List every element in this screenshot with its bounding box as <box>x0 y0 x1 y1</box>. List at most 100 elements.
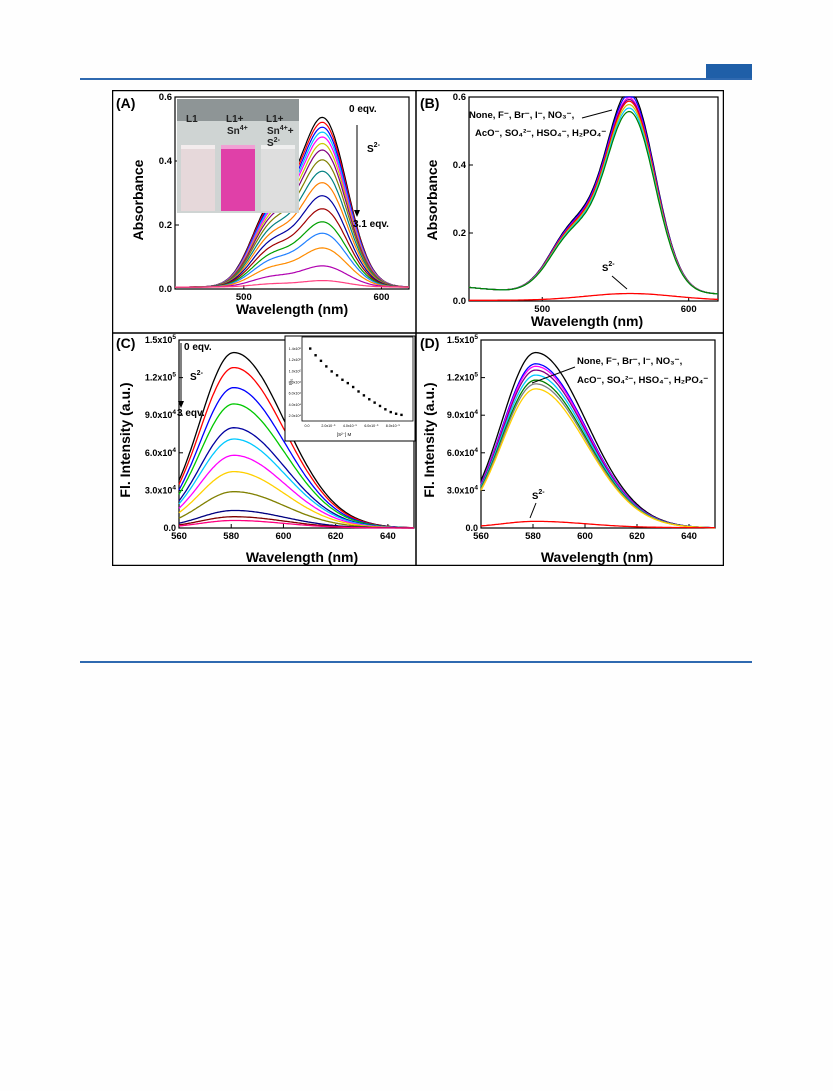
legend-line-1-d: None, F⁻, Br⁻, I⁻, NO₃⁻, <box>577 356 682 367</box>
inset-point <box>351 385 355 389</box>
pb-ytick-label: 0.0 <box>453 296 466 307</box>
xlabel-c: Wavelength (nm) <box>246 549 358 565</box>
legend-arrow-d <box>531 366 576 384</box>
inset-xtick-label: 8.0x10⁻⁵ <box>386 424 401 428</box>
pc-xtick-label: 620 <box>328 531 344 542</box>
pd-frame <box>480 339 716 529</box>
pd-ytick-label: 9.0x104 <box>447 409 479 420</box>
s2-label-d: S2- <box>532 489 545 502</box>
vial-1 <box>181 145 215 211</box>
vial-2 <box>221 145 255 211</box>
arrow-head-c <box>178 401 184 408</box>
pa-ytick-label: 0.4 <box>159 156 173 167</box>
pa-xtick-label: 500 <box>236 292 252 303</box>
inset-ylabel: I₅₈₁ <box>288 378 293 385</box>
pd-xtick-label: 640 <box>681 531 697 542</box>
inset-ytick-label: 1.4x10⁵ <box>289 347 302 351</box>
vial-meniscus <box>261 145 295 149</box>
pa-frame <box>174 96 410 290</box>
inset-point <box>373 401 376 404</box>
legend-arrow <box>581 109 613 119</box>
pc-ytick-label: 1.2x105 <box>145 372 177 383</box>
start-eqv-label: 0 eqv. <box>349 104 377 115</box>
legend-line-2-d: AcO⁻, SO₄²⁻, HSO₄⁻, H₂PO₄⁻ <box>577 375 708 386</box>
inset-point <box>319 359 323 363</box>
inset-ytick-label: 8.0x10⁴ <box>289 381 302 385</box>
photo-caps <box>177 99 299 121</box>
ylabel-c: Fl. Intensity (a.u.) <box>117 382 133 497</box>
pc-ytick-label: 9.0x104 <box>145 409 177 420</box>
vial-3 <box>261 145 295 211</box>
pa-series <box>175 280 409 288</box>
pb-xtick-label: 500 <box>534 304 550 315</box>
pd-s2-series <box>480 520 715 529</box>
inset-ytick-label: 2.0x10⁴ <box>289 414 302 418</box>
s2-arrow-b <box>611 275 628 290</box>
vial-label: L1+ <box>266 114 284 125</box>
ylabel-d: Fl. Intensity (a.u.) <box>421 382 437 497</box>
pb-xtick-label: 600 <box>681 304 697 315</box>
pc-xtick-label: 600 <box>276 531 292 542</box>
pc-ytick-label: 1.5x105 <box>145 334 177 345</box>
panel-a-label: (A) <box>116 95 135 111</box>
header-tab <box>706 64 752 78</box>
xlabel-b: Wavelength (nm) <box>531 313 643 329</box>
end-eqv-label: 3.1 eqv. <box>353 219 389 230</box>
panel-b: (B) 500 600 0.0 0.2 0.4 0.6 None, F⁻, Br⁻, I⁻… <box>420 92 719 329</box>
pa-ytick-label: 0.6 <box>159 92 172 103</box>
inset-xtick-label: 4.0x10⁻⁵ <box>343 424 358 428</box>
inset-point <box>346 381 349 385</box>
start-eqv-label-c: 0 eqv. <box>184 342 212 353</box>
inset-point <box>389 410 392 414</box>
inset-xlabel: [S²⁻] M <box>337 432 352 437</box>
vial-photo-inset: L1 L1+Sn4+L1+Sn4++S2- <box>177 99 299 213</box>
vial-label: L1 <box>186 114 198 125</box>
vial-label: L1+ <box>226 114 244 125</box>
inset-point <box>341 378 344 381</box>
xlabel-d: Wavelength (nm) <box>541 549 653 565</box>
inset-ytick-label: 1.0x10⁵ <box>289 369 302 373</box>
pb-s2-series <box>469 292 719 301</box>
inset-xtick-label: 0.0 <box>305 424 310 428</box>
pb-ytick-label: 0.6 <box>453 92 466 103</box>
inset-point <box>394 412 398 415</box>
pb-ytick-label: 0.4 <box>453 160 467 171</box>
panel-c: (C) 560 580 600 620 640 0.0 3.0x104 6.0x104 9.0x… <box>116 334 416 565</box>
pc-ytick-label: 6.0x104 <box>145 447 177 458</box>
inset-axes <box>301 336 414 422</box>
ylabel-a: Absorbance <box>130 159 146 240</box>
pd-ytick-label: 3.0x104 <box>447 484 479 495</box>
intensity-inset: 2.0x10⁴ 4.0x10⁴ 6.0x10⁴ 8.0x10⁴ 1.0x10⁵ 1.2x1… <box>284 335 416 442</box>
vial-meniscus <box>181 145 215 149</box>
panel-c-label: (C) <box>116 335 135 351</box>
footer-rule <box>80 661 752 663</box>
pc-xtick-label: 560 <box>171 531 187 542</box>
pd-xtick-label: 580 <box>525 531 541 542</box>
s2-label-b: S2- <box>602 261 615 274</box>
ion-label-c: S2- <box>190 370 204 383</box>
panel-d: (D) 560 580 600 620 640 0.0 3.0x104 6.0x104 9.0x… <box>420 334 716 565</box>
ion-label: S2- <box>367 142 381 155</box>
pb-frame <box>468 96 719 302</box>
pa-ytick-label: 0.2 <box>159 220 172 231</box>
inset-point <box>309 347 312 350</box>
inset-point <box>314 354 317 357</box>
pc-xtick-label: 640 <box>380 531 396 542</box>
inset-frame <box>284 335 416 442</box>
pd-ytick-label: 0.0 <box>465 523 478 533</box>
inset-xtick-label: 2.0x10⁻⁵ <box>321 424 336 428</box>
pd-ytick-label: 1.2x105 <box>447 372 479 383</box>
inset-point <box>357 390 360 393</box>
inset-xtick-label: 6.0x10⁻⁵ <box>364 424 379 428</box>
pb-series <box>468 110 718 295</box>
pa-ytick-label: 0.0 <box>159 284 172 295</box>
pd-ytick-label: 6.0x104 <box>447 447 479 458</box>
pb-ytick-label: 0.2 <box>453 228 466 239</box>
pd-series <box>480 388 715 529</box>
inset-point <box>400 413 403 417</box>
panel-b-label: (B) <box>420 95 439 111</box>
pa-xtick-label: 600 <box>374 292 390 303</box>
pc-xtick-label: 580 <box>223 531 239 542</box>
